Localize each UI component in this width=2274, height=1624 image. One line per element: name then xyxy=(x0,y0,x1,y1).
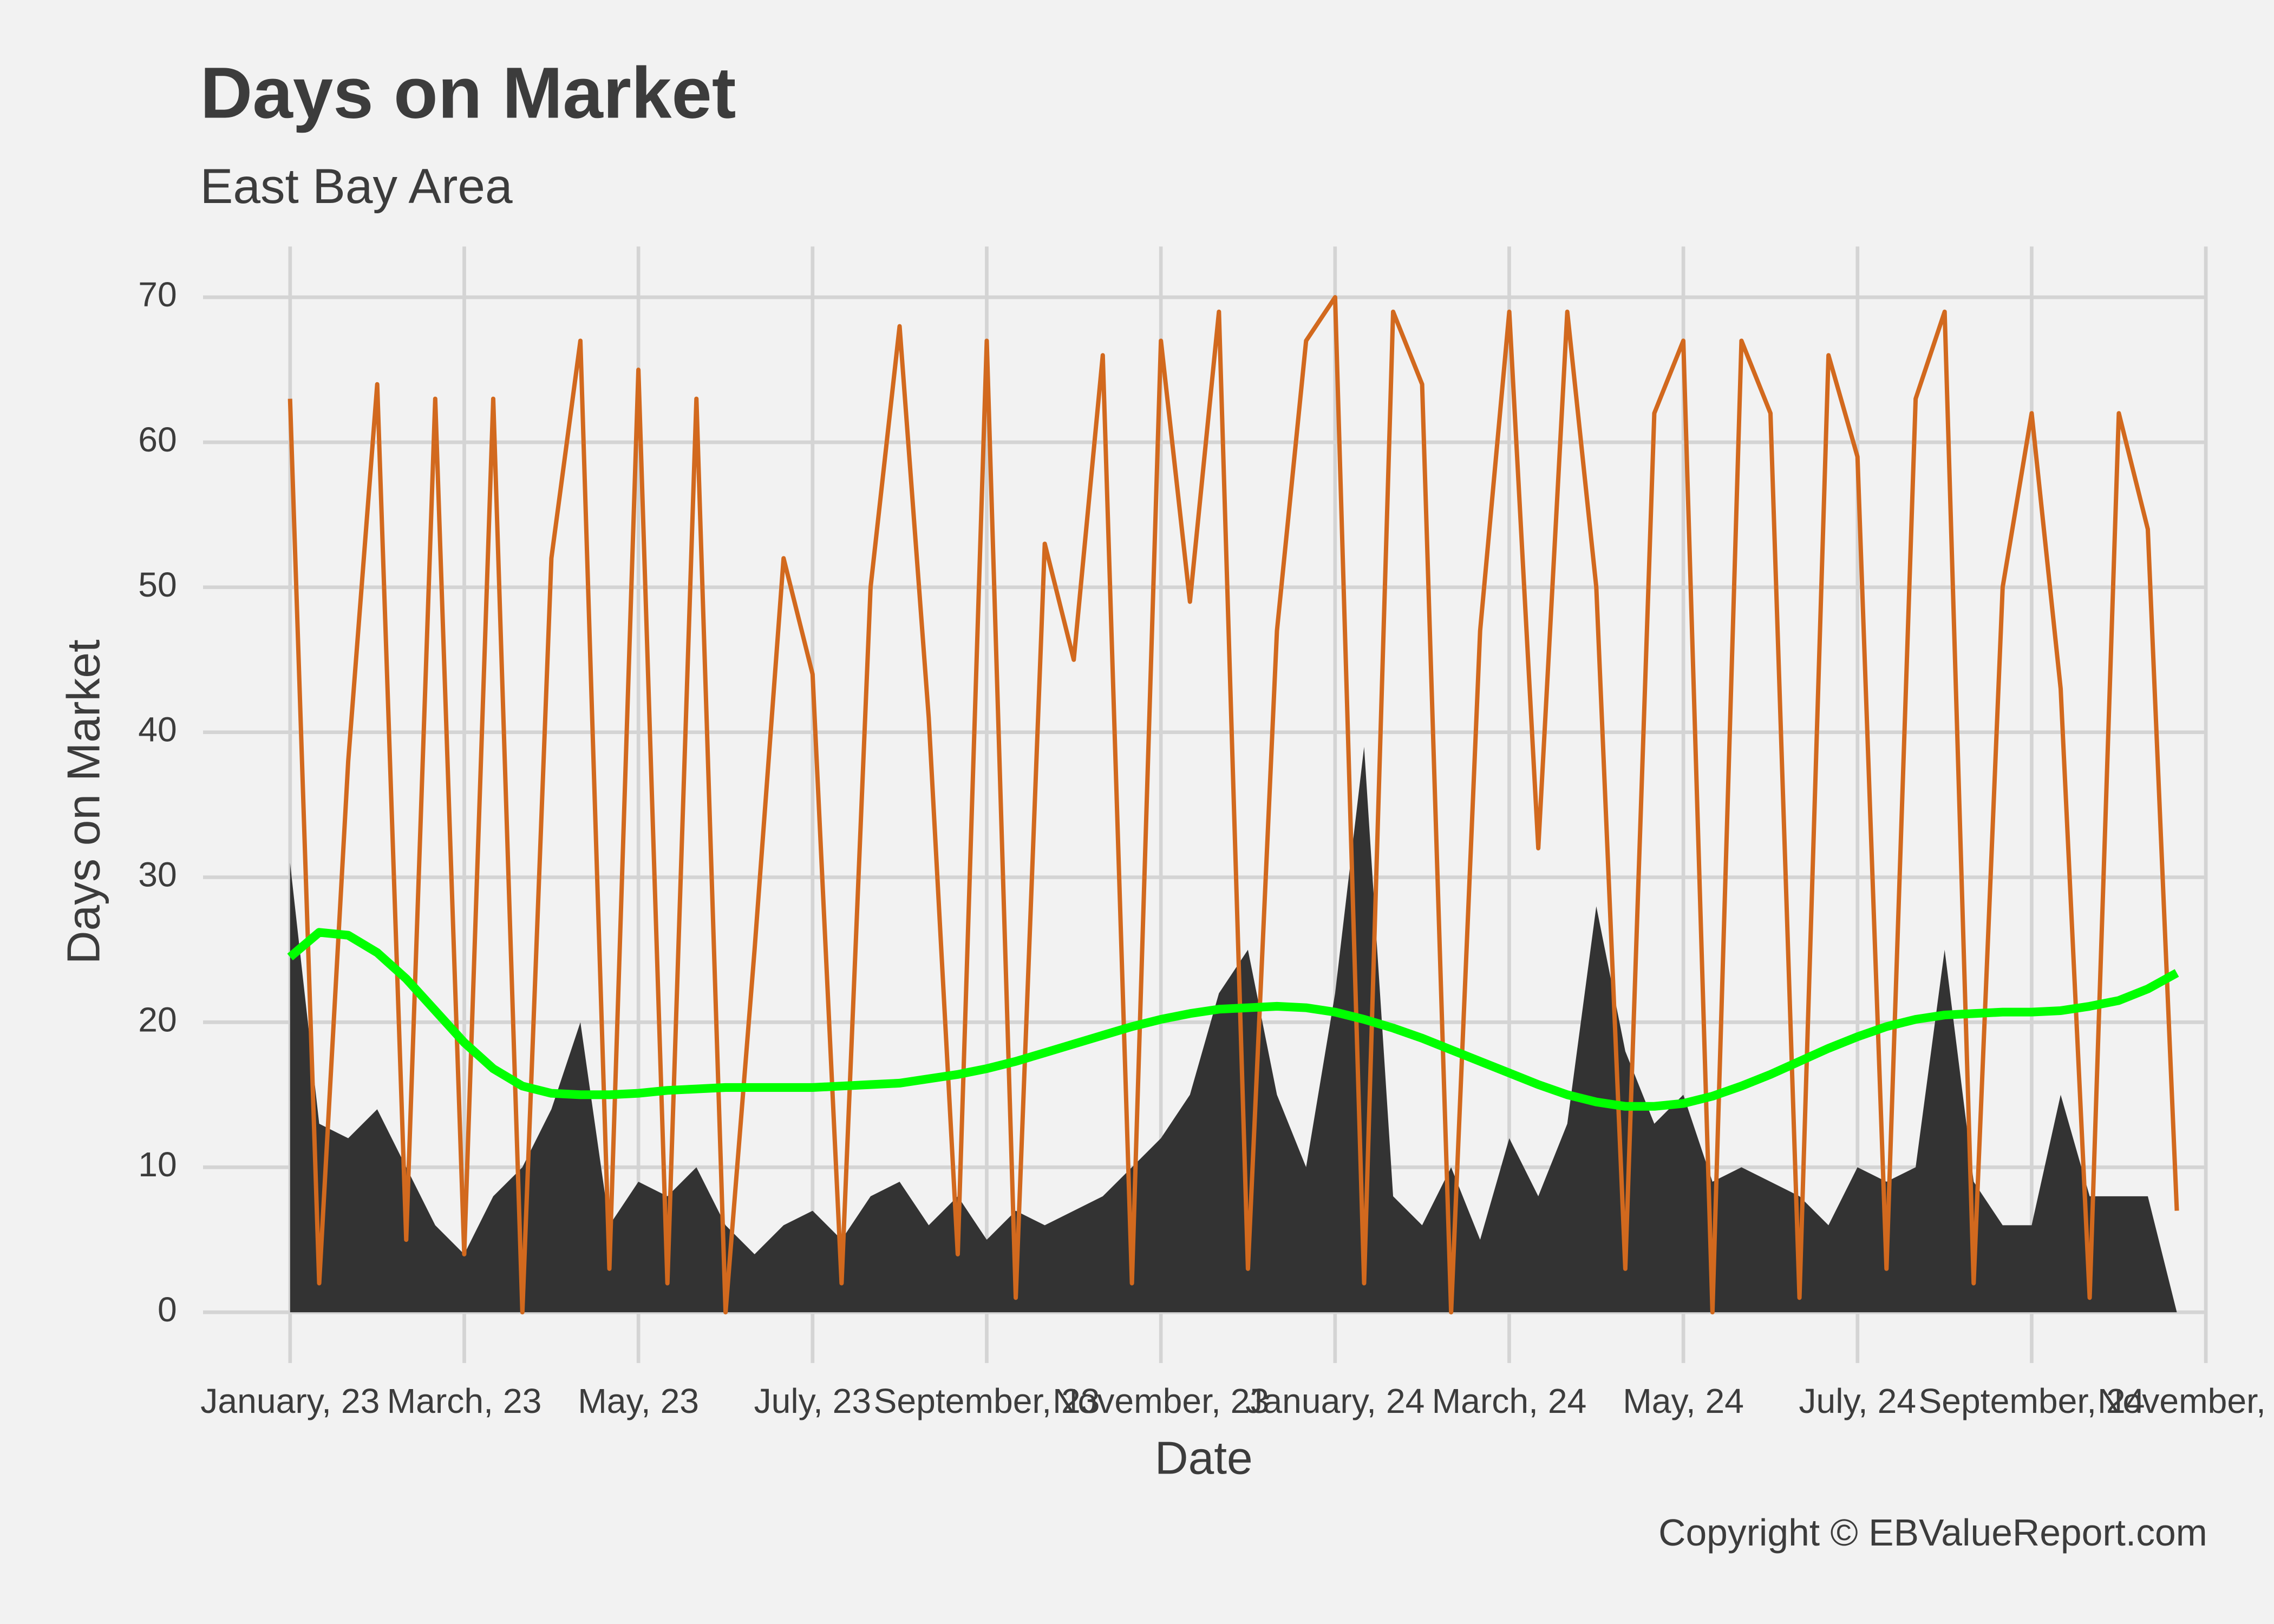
y-tick-label: 10 xyxy=(138,1145,177,1184)
chart-subtitle: East Bay Area xyxy=(200,159,513,214)
y-tick-label: 60 xyxy=(138,420,177,459)
area xyxy=(290,746,2177,1313)
y-tick-label: 0 xyxy=(158,1290,177,1329)
x-tick-label: May, 23 xyxy=(578,1381,699,1420)
trend-line xyxy=(287,928,2179,1111)
x-tick-label: March, 23 xyxy=(387,1381,542,1420)
y-tick-label: 30 xyxy=(138,855,177,894)
chart-title: Days on Market xyxy=(200,53,736,134)
caption: Copyright © EBValueReport.com xyxy=(1658,1511,2207,1554)
plot-area xyxy=(287,295,2179,1315)
x-tick-label: March, 24 xyxy=(1432,1381,1587,1420)
x-tick-label: January, 23 xyxy=(200,1381,380,1420)
x-tick-label: May, 24 xyxy=(1623,1381,1744,1420)
x-tick-label: July, 24 xyxy=(1799,1381,1916,1420)
y-tick-label: 70 xyxy=(138,275,177,314)
y-tick-label: 50 xyxy=(138,565,177,604)
x-tick-label: November, 24 xyxy=(2097,1381,2274,1420)
x-axis-title: Date xyxy=(1155,1432,1253,1484)
x-tick-label: September, 23 xyxy=(873,1381,1100,1420)
line xyxy=(287,295,2179,1315)
y-tick-label: 40 xyxy=(138,710,177,749)
y-axis-title: Days on Market xyxy=(57,639,109,964)
x-tick-label: January, 24 xyxy=(1245,1381,1424,1420)
x-tick-label: July, 23 xyxy=(754,1381,871,1420)
y-tick-label: 20 xyxy=(138,1000,177,1039)
x-tick-label: November, 23 xyxy=(1053,1381,1269,1420)
x-tick-label: September, 24 xyxy=(1918,1381,2145,1420)
